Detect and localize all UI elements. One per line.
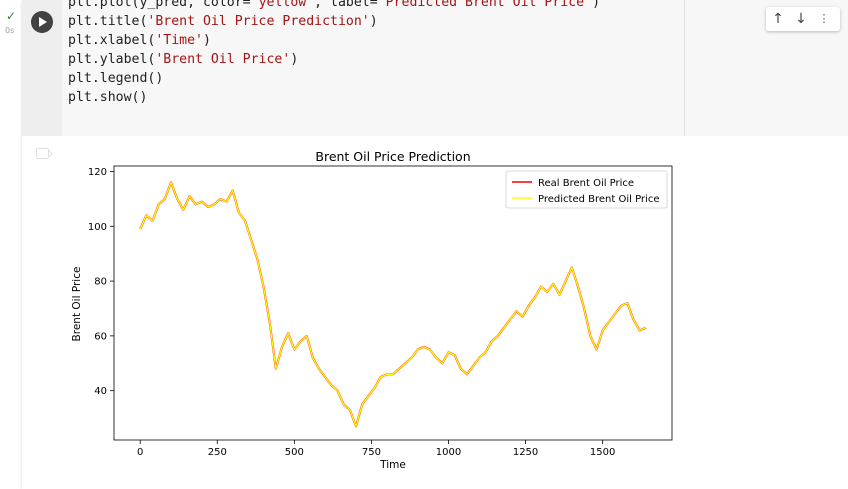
x-tick-label: 1250 [513, 447, 538, 458]
legend-box [505, 170, 668, 209]
y-tick-label: 40 [94, 386, 107, 397]
code-token: plt.plot(y_pred, color= [68, 0, 251, 10]
x-tick-label: 250 [208, 447, 227, 458]
series-line-real [139, 181, 647, 428]
plot-frame [113, 165, 673, 441]
code-string: 'Brent Oil Price' [155, 52, 291, 67]
check-icon: ✓ [6, 9, 17, 23]
execution-time: 0s [5, 26, 15, 35]
arrow-down-icon[interactable]: ↓ [795, 11, 807, 27]
code-token: ) [202, 33, 211, 48]
chart-title: Brent Oil Price Prediction [315, 149, 470, 164]
code-string: 'yellow' [250, 0, 315, 10]
x-axis-label: Time [379, 459, 406, 471]
cell-toolbar: ↑ ↓ ⋮ [766, 7, 840, 31]
code-line: plt.legend() [68, 69, 600, 88]
more-icon[interactable]: ⋮ [818, 12, 830, 25]
cell-output: Brent Oil Price Prediction Time Brent Oi… [22, 136, 848, 489]
code-token: ) [369, 14, 378, 29]
y-tick-label: 60 [94, 331, 107, 342]
y-axis-label: Brent Oil Price [71, 267, 83, 342]
legend-label: Predicted Brent Oil Price [538, 194, 659, 205]
series-line-predicted [139, 181, 647, 427]
code-token: , label= [314, 0, 378, 10]
x-tick-label: 500 [285, 447, 304, 458]
code-token: plt.xlabel( [68, 33, 156, 48]
code-text[interactable]: plt.plot(y_pred, color='yellow', label='… [68, 0, 600, 107]
y-tick-label: 100 [88, 222, 107, 233]
x-tick-label: 1500 [590, 447, 615, 458]
code-string: 'Predicted Brent Oil Price' [377, 0, 593, 10]
axis-ticks: 0 250 500 750 1000 1250 1500 40 60 80 100 120 [88, 167, 615, 458]
code-line: plt.show() [68, 88, 600, 107]
y-tick-label: 80 [94, 277, 107, 288]
code-token: ) [592, 0, 601, 10]
x-tick-label: 750 [362, 447, 381, 458]
notebook-code-cell[interactable]: plt.plot(y_pred, color='yellow', label='… [22, 0, 848, 489]
code-line: plt.plot(y_pred, color='yellow', label='… [68, 0, 600, 12]
cell-gutter: ✓ 0s [0, 0, 22, 489]
code-line: plt.title('Brent Oil Price Prediction') [68, 12, 600, 31]
code-string: 'Time' [155, 33, 203, 48]
brent-oil-chart: Brent Oil Price Prediction Time Brent Oi… [71, 149, 673, 471]
chart-legend: Real Brent Oil Price Predicted Brent Oil … [505, 170, 668, 209]
x-tick-label: 0 [137, 447, 143, 458]
play-icon[interactable] [31, 11, 53, 33]
cell-run-column [22, 0, 62, 136]
code-token: ) [290, 52, 299, 67]
code-editor[interactable]: plt.plot(y_pred, color='yellow', label='… [22, 0, 684, 136]
code-line: plt.ylabel('Brent Oil Price') [68, 50, 600, 69]
output-icon[interactable] [36, 148, 49, 159]
y-tick-label: 120 [88, 167, 107, 178]
plot-lines [139, 181, 647, 428]
code-string: 'Brent Oil Price Prediction' [147, 14, 370, 29]
legend-label: Real Brent Oil Price [538, 178, 634, 189]
code-token: plt.ylabel( [68, 52, 156, 67]
code-token: plt.legend() [68, 71, 164, 86]
x-tick-label: 1000 [436, 447, 461, 458]
arrow-up-icon[interactable]: ↑ [772, 11, 784, 27]
code-line: plt.xlabel('Time') [68, 31, 600, 50]
code-token: plt.title( [68, 14, 148, 29]
code-token: plt.show() [68, 90, 148, 105]
